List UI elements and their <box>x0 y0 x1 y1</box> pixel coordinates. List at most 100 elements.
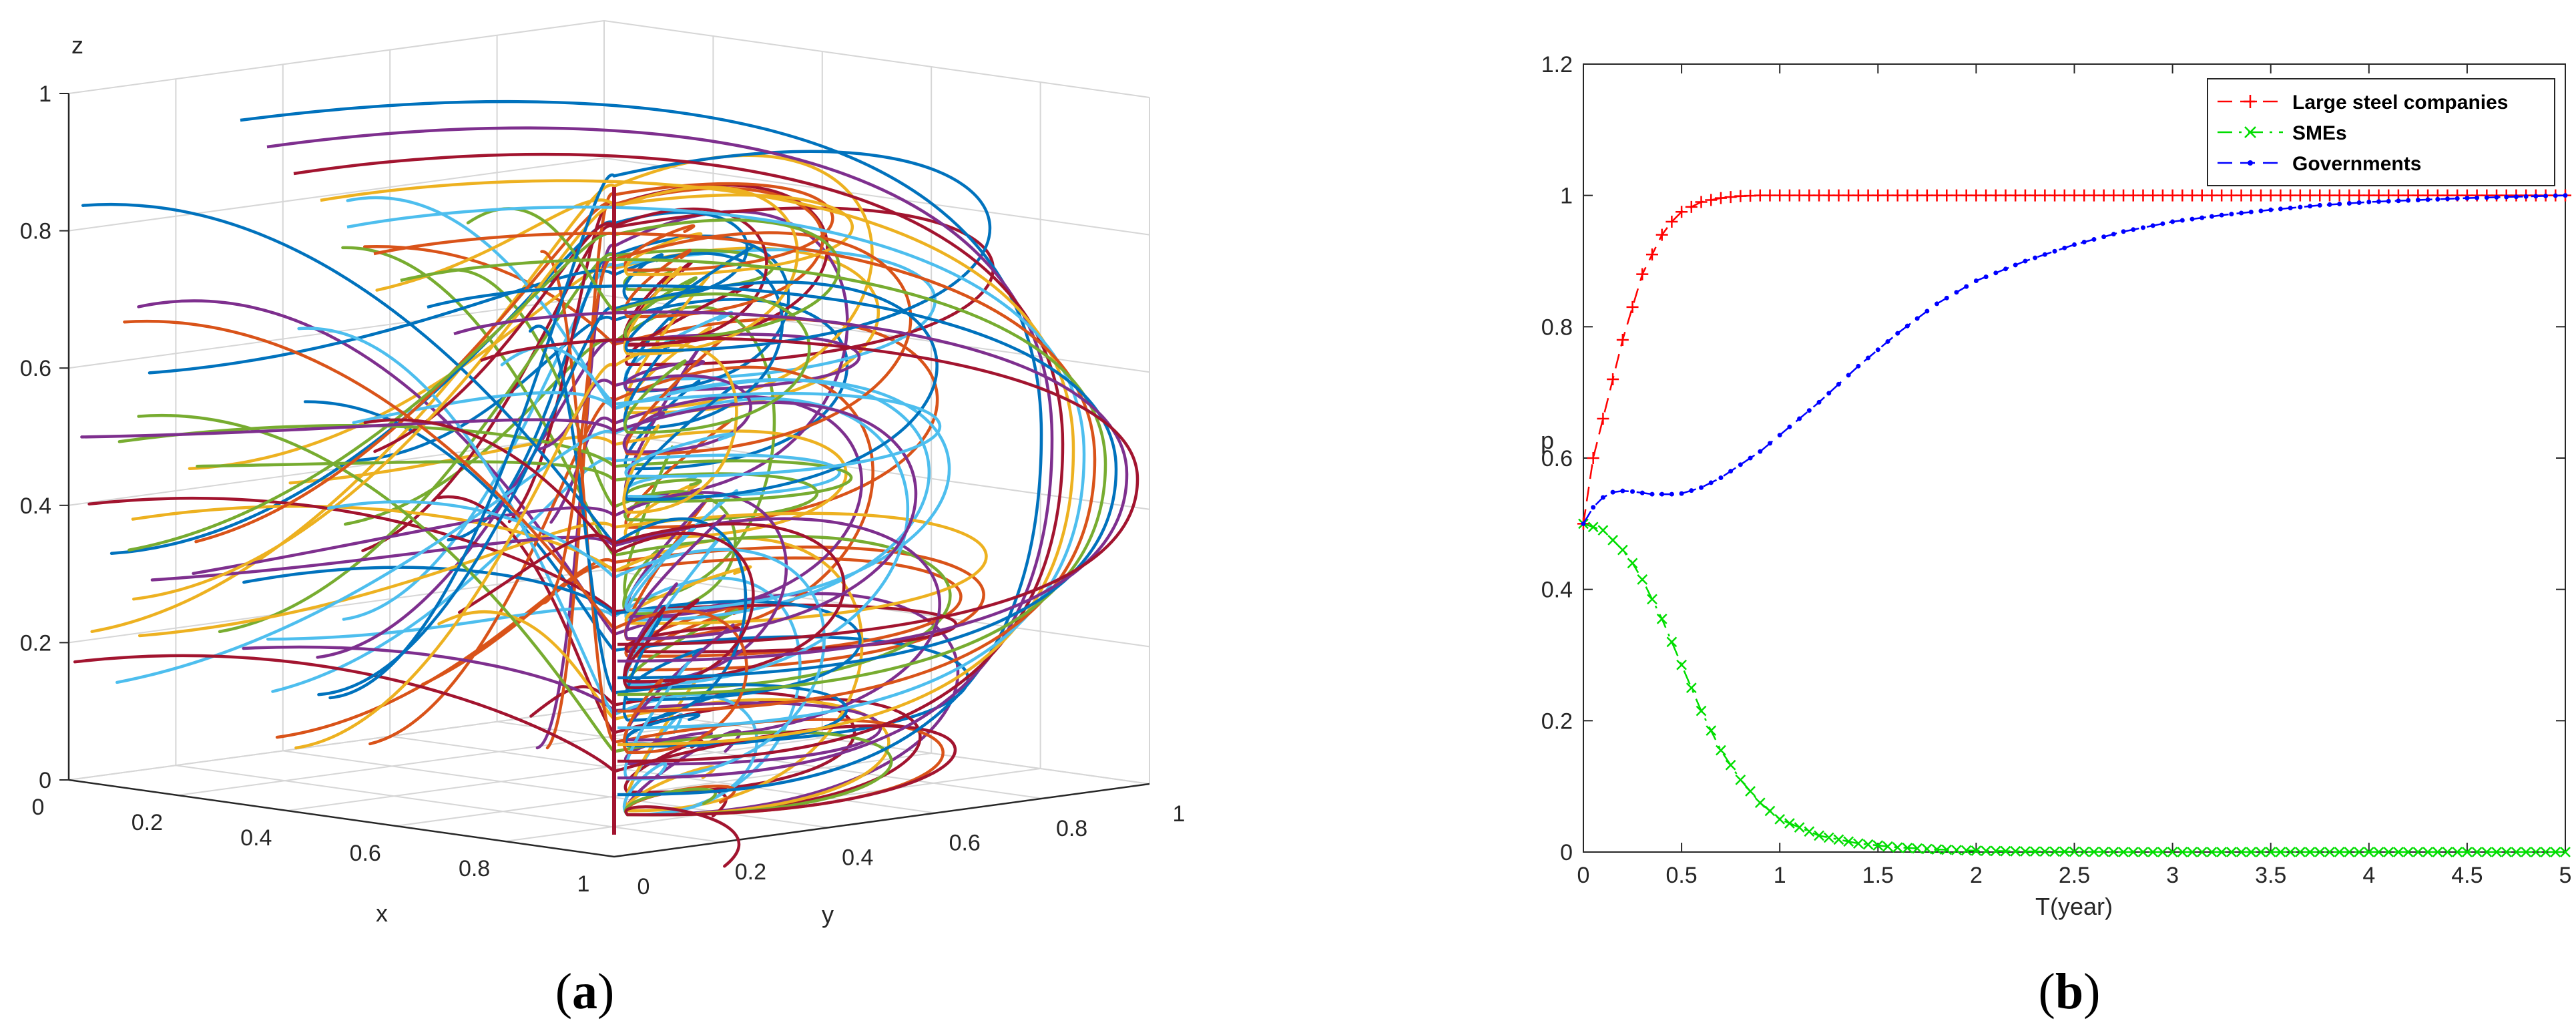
data-point <box>2402 847 2414 857</box>
data-point <box>1695 196 1708 208</box>
trajectory-line <box>427 284 1118 680</box>
data-point <box>1912 843 1923 854</box>
data-point <box>1738 462 1743 467</box>
data-point <box>1735 774 1746 785</box>
data-point <box>2442 847 2453 857</box>
legend-marker <box>2244 95 2257 108</box>
trajectory-line <box>453 310 1129 663</box>
data-point <box>1954 290 1959 295</box>
legend-label: Large steel companies <box>2292 91 2508 114</box>
data-point <box>2354 847 2364 857</box>
data-point <box>2137 847 2149 857</box>
data-point <box>2386 198 2391 204</box>
data-point <box>1685 200 1698 213</box>
data-point <box>2501 847 2512 857</box>
data-point <box>1904 323 1910 329</box>
trajectory-line <box>240 99 1043 797</box>
data-point <box>2288 206 2293 211</box>
series-governments <box>1581 193 2568 526</box>
trajectory-line <box>90 154 874 634</box>
data-point <box>2246 847 2257 857</box>
x-tick-label: 3.5 <box>2255 863 2286 888</box>
data-point <box>2511 847 2522 857</box>
data-point <box>1862 839 1874 850</box>
data-point <box>2059 846 2070 857</box>
data-point <box>2200 215 2205 220</box>
x-tick-label: 0.5 <box>1665 863 1697 888</box>
data-point <box>1787 424 1792 429</box>
y-tick-label: 0.4 <box>1541 578 1573 603</box>
data-point <box>2167 847 2178 857</box>
data-point <box>1935 301 1940 306</box>
data-point <box>2366 200 2372 204</box>
trajectory-line <box>80 401 918 640</box>
data-point <box>1774 813 1786 825</box>
data-point <box>2298 204 2303 210</box>
trajectory-line <box>271 453 841 693</box>
data-point <box>2481 847 2493 857</box>
data-point <box>2239 210 2244 216</box>
data-point <box>2376 199 2382 204</box>
data-point <box>2206 847 2218 857</box>
x-tick-label: 4 <box>2362 863 2375 888</box>
data-point <box>2179 218 2185 223</box>
data-point <box>2248 209 2254 214</box>
data-point <box>2108 847 2119 857</box>
data-point <box>2334 847 2345 857</box>
data-point <box>1804 826 1815 837</box>
trajectory-line <box>346 205 1086 730</box>
data-point <box>2314 847 2326 857</box>
data-point <box>2098 846 2109 857</box>
data-point <box>2471 847 2483 857</box>
data-point <box>2216 847 2228 857</box>
series-large-steel-companies <box>1577 189 2571 530</box>
trajectory-line <box>361 206 995 552</box>
data-point <box>2530 847 2541 857</box>
data-point <box>1597 525 1609 536</box>
z-tick-label: 0.6 <box>20 356 51 381</box>
data-point <box>1784 818 1795 829</box>
panel-b-y-axis-label: p <box>1541 427 1554 454</box>
panel-b-2d-chart: 0 0.5 1 1.5 2 2.5 3 3.5 4 4.5 5 0 0.2 0.4 0.6 0.8 1 1.2 T… <box>1541 52 2571 920</box>
data-point <box>2000 845 2011 857</box>
data-point <box>1581 521 1586 526</box>
z-tick-label: 0.2 <box>20 630 51 656</box>
data-point <box>2533 194 2539 199</box>
data-point <box>1706 725 1717 736</box>
data-point <box>2412 847 2424 857</box>
data-point <box>1836 381 1841 387</box>
data-point <box>2415 198 2420 203</box>
data-point <box>1607 535 1619 546</box>
grid-line <box>603 20 1150 98</box>
data-point <box>2079 846 2090 857</box>
data-point <box>2494 194 2499 200</box>
panel-b-series <box>1577 189 2571 857</box>
trajectory-line <box>242 566 862 701</box>
data-point <box>1607 373 1619 385</box>
data-point <box>2425 197 2430 202</box>
y-tick-label: 0.4 <box>842 845 873 870</box>
series-line <box>1583 523 2565 853</box>
data-point <box>1627 558 1638 569</box>
data-point <box>2523 194 2529 199</box>
data-point <box>1639 490 1645 495</box>
data-point <box>2157 847 2168 857</box>
data-point <box>2465 196 2470 201</box>
data-point <box>1587 452 1599 464</box>
y-tick-label: 0.6 <box>1541 446 1573 471</box>
data-point <box>1924 308 1930 314</box>
data-point <box>1852 838 1864 849</box>
data-point <box>1676 659 1687 670</box>
data-point <box>1767 441 1772 446</box>
x-tick-label: 3 <box>2166 863 2179 888</box>
data-point <box>2101 234 2107 240</box>
x-tick-label: 0.4 <box>240 825 272 851</box>
data-point <box>2187 847 2198 857</box>
data-point <box>2553 193 2558 198</box>
data-point <box>2229 212 2234 217</box>
data-point <box>2268 207 2274 212</box>
data-point <box>2118 847 2129 857</box>
data-point <box>2003 266 2009 272</box>
data-point <box>1655 228 1668 241</box>
x-tick-label: 0.8 <box>459 856 490 881</box>
